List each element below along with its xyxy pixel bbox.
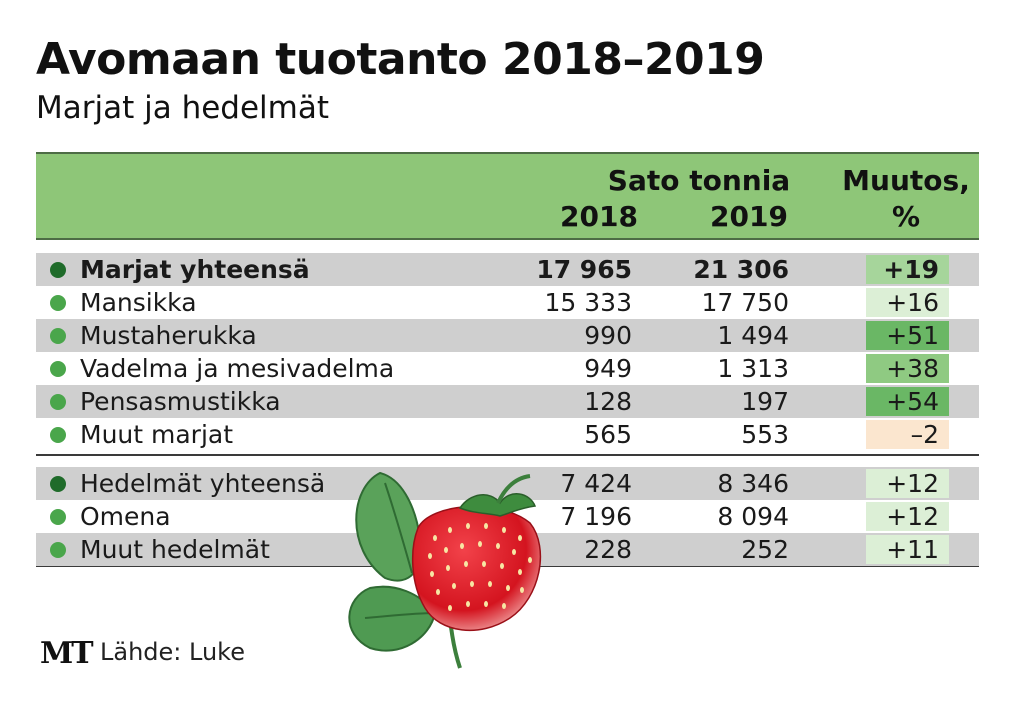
section-divider bbox=[36, 454, 979, 456]
value-2018: 7 424 bbox=[560, 469, 632, 498]
change-badge: +12 bbox=[866, 502, 949, 531]
value-2019: 553 bbox=[741, 420, 789, 449]
row-label: Muut hedelmät bbox=[80, 535, 270, 564]
page-subtitle: Marjat ja hedelmät bbox=[36, 90, 330, 126]
change-badge: +38 bbox=[866, 354, 949, 383]
table-row: Marjat yhteensä 17 965 21 306 +19 bbox=[36, 253, 979, 286]
row-label: Hedelmät yhteensä bbox=[80, 469, 326, 498]
bullet-icon bbox=[50, 427, 66, 443]
value-2019: 197 bbox=[741, 387, 789, 416]
table-row: Muut marjat 565 553 –2 bbox=[36, 418, 979, 451]
value-2019: 8 346 bbox=[717, 469, 789, 498]
source-note: Lähde: Luke bbox=[100, 638, 245, 666]
value-2019: 252 bbox=[741, 535, 789, 564]
value-2018: 128 bbox=[584, 387, 632, 416]
table-row: Pensasmustikka 128 197 +54 bbox=[36, 385, 979, 418]
value-2018: 565 bbox=[584, 420, 632, 449]
bullet-icon bbox=[50, 262, 66, 278]
change-badge: +51 bbox=[866, 321, 949, 350]
change-badge: +11 bbox=[866, 535, 949, 564]
column-header-2018: 2018 bbox=[560, 200, 638, 233]
brand-logo: MT bbox=[40, 636, 94, 671]
column-header-2019: 2019 bbox=[710, 200, 788, 233]
value-2019: 1 494 bbox=[717, 321, 789, 350]
table-row: Mustaherukka 990 1 494 +51 bbox=[36, 319, 979, 352]
row-label: Pensasmustikka bbox=[80, 387, 281, 416]
value-2018: 990 bbox=[584, 321, 632, 350]
value-2018: 17 965 bbox=[536, 255, 632, 284]
bullet-icon bbox=[50, 509, 66, 525]
change-badge: +54 bbox=[866, 387, 949, 416]
row-label: Mustaherukka bbox=[80, 321, 257, 350]
value-2019: 21 306 bbox=[693, 255, 789, 284]
table-header: Sato tonnia 2018 2019 Muutos, % bbox=[36, 152, 979, 240]
column-group-header: Sato tonnia bbox=[607, 164, 791, 197]
column-header-change-unit: % bbox=[891, 200, 921, 233]
value-2018: 15 333 bbox=[544, 288, 632, 317]
bullet-icon bbox=[50, 542, 66, 558]
row-label: Vadelma ja mesivadelma bbox=[80, 354, 395, 383]
row-label: Omena bbox=[80, 502, 171, 531]
value-2019: 8 094 bbox=[717, 502, 789, 531]
bullet-icon bbox=[50, 361, 66, 377]
bullet-icon bbox=[50, 295, 66, 311]
change-badge: +16 bbox=[866, 288, 949, 317]
row-label: Mansikka bbox=[80, 288, 197, 317]
strawberry-icon bbox=[348, 471, 542, 669]
value-2018: 7 196 bbox=[560, 502, 632, 531]
value-2019: 17 750 bbox=[701, 288, 789, 317]
column-header-change: Muutos, bbox=[842, 164, 970, 197]
bullet-icon bbox=[50, 476, 66, 492]
page-title: Avomaan tuotanto 2018–2019 bbox=[36, 34, 765, 85]
row-label: Marjat yhteensä bbox=[80, 255, 310, 284]
table-row: Vadelma ja mesivadelma 949 1 313 +38 bbox=[36, 352, 979, 385]
change-badge: +12 bbox=[866, 469, 949, 498]
change-badge: –2 bbox=[866, 420, 949, 449]
value-2018: 949 bbox=[584, 354, 632, 383]
bullet-icon bbox=[50, 328, 66, 344]
value-2019: 1 313 bbox=[717, 354, 789, 383]
row-label: Muut marjat bbox=[80, 420, 234, 449]
table-row: Mansikka 15 333 17 750 +16 bbox=[36, 286, 979, 319]
bullet-icon bbox=[50, 394, 66, 410]
table-row: Hedelmät yhteensä 7 424 8 346 +12 bbox=[36, 467, 979, 500]
table-row: Omena 7 196 8 094 +12 bbox=[36, 500, 979, 533]
value-2018: 228 bbox=[584, 535, 632, 564]
change-badge: +19 bbox=[866, 255, 949, 284]
